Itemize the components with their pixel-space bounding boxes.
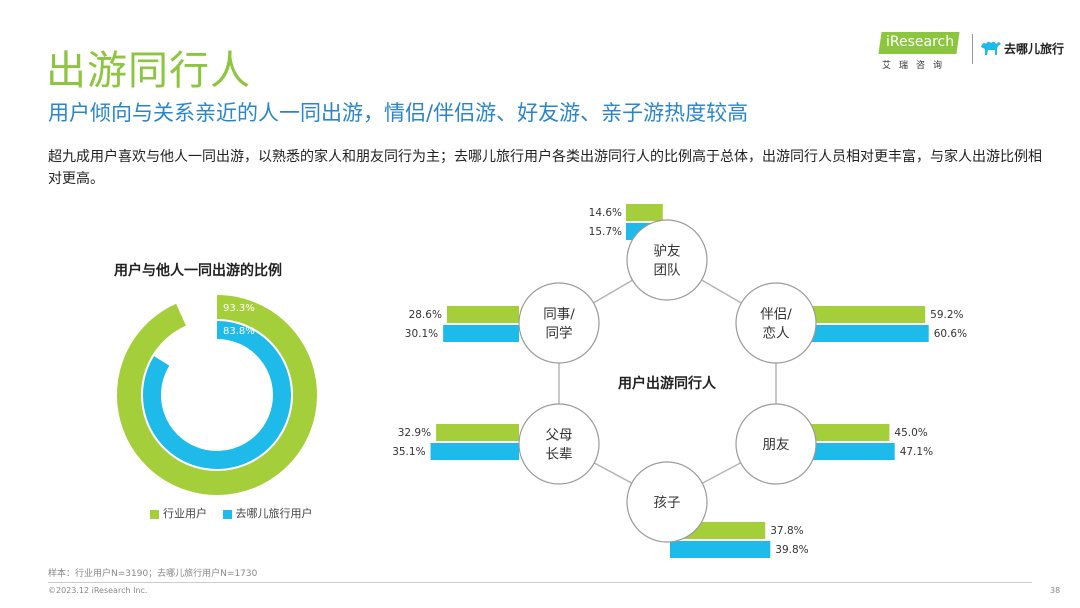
companion-node-label: 父母	[546, 428, 573, 444]
donut-value-label: 93.3%	[223, 303, 255, 314]
iresearch-logo: iResearch 艾瑞咨询	[878, 30, 960, 74]
bar-value-label: 47.1%	[900, 446, 933, 458]
bar-qunar	[430, 443, 519, 460]
companion-node	[735, 282, 817, 364]
companion-node	[626, 219, 708, 301]
legend-swatch-blue	[222, 509, 232, 519]
qunar-logo-text: 去哪儿旅行	[1004, 42, 1065, 56]
donut-ring-industry	[117, 295, 317, 495]
page-subtitle: 用户倾向与关系亲近的人一同出游，情侣/伴侣游、好友游、亲子游热度较高	[48, 101, 749, 125]
camel-icon	[981, 41, 1001, 55]
legend-label-qunar: 去哪儿旅行用户	[235, 507, 313, 520]
companion-node-label: 同学	[546, 326, 573, 342]
sample-footnote: 样本：行业用户N=3190；去哪儿旅行用户N=1730	[48, 569, 258, 579]
qunar-logo: 去哪儿旅行	[980, 38, 1070, 58]
companion-node	[626, 461, 708, 543]
bar-industry	[436, 424, 519, 441]
bar-value-label: 15.7%	[589, 226, 622, 238]
copyright: ©2023.12 iResearch Inc.	[48, 586, 148, 595]
bar-value-label: 30.1%	[405, 328, 438, 340]
donut-ring-qunar	[143, 321, 291, 469]
companion-node-label: 恋人	[763, 325, 791, 342]
bar-industry	[626, 204, 663, 221]
companion-node	[735, 403, 817, 485]
bar-qunar	[670, 541, 771, 558]
companion-node	[518, 403, 600, 485]
donut-legend: 行业用户 去哪儿旅行用户	[150, 505, 313, 521]
bar-value-label: 37.8%	[770, 525, 803, 537]
bar-value-label: 32.9%	[398, 427, 431, 439]
iresearch-logo-cn: 艾瑞咨询	[882, 61, 951, 71]
companion-node-label: 孩子	[654, 495, 681, 511]
network-center-label: 用户出游同行人	[618, 375, 717, 392]
donut-chart: 93.3% 83.8%	[117, 295, 317, 495]
companion-node-label: 朋友	[763, 437, 790, 453]
bar-value-label: 60.6%	[934, 328, 967, 340]
legend-item-industry: 行业用户	[150, 507, 211, 520]
logo-divider	[972, 34, 973, 64]
bar-value-label: 39.8%	[775, 544, 808, 556]
donut-chart-title: 用户与他人一同出游的比例	[114, 263, 282, 279]
companion-node-label: 团队	[654, 263, 682, 279]
bar-value-label: 14.6%	[589, 207, 622, 219]
bar-industry	[446, 306, 519, 323]
iresearch-logo-brand: iResearch	[886, 34, 955, 50]
footer-divider	[48, 582, 1032, 583]
companion-node-label: 同事/	[543, 307, 575, 323]
legend-label-industry: 行业用户	[163, 507, 207, 520]
bar-value-label: 35.1%	[392, 446, 425, 458]
page-title: 出游同行人	[46, 48, 251, 94]
bar-value-label: 59.2%	[930, 309, 963, 321]
companion-node	[518, 282, 600, 364]
legend-item-qunar: 去哪儿旅行用户	[222, 507, 313, 520]
bar-qunar	[443, 325, 519, 342]
page-description: 超九成用户喜欢与他人一同出游，以熟悉的家人和朋友同行为主；去哪儿旅行用户各类出游…	[48, 149, 1042, 187]
companion-node-label: 长辈	[546, 447, 573, 463]
bar-value-label: 28.6%	[409, 309, 442, 321]
companion-node-label: 驴友	[654, 244, 681, 260]
page-number: 38	[1050, 586, 1061, 595]
donut-value-label: 83.8%	[223, 326, 255, 337]
legend-swatch-green	[150, 509, 159, 519]
companion-node-label: 伴侣/	[760, 307, 792, 323]
bar-value-label: 45.0%	[894, 427, 927, 439]
